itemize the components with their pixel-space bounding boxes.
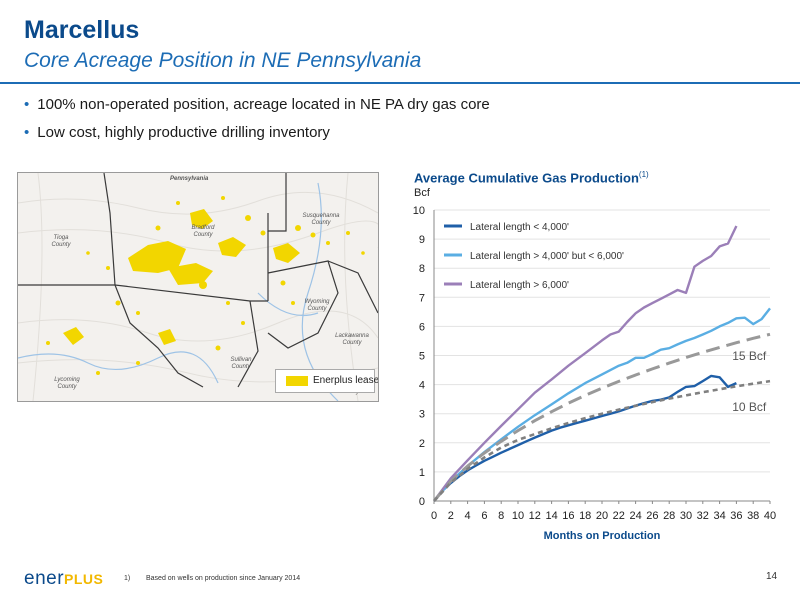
production-chart: 0 1 2 3 4 5 6 7 8 9 10 0 2 4 6 8 10 12 14 16 18 20 22 24 26 28 30 3…	[400, 196, 790, 546]
x-tick-label: 36	[730, 510, 742, 522]
chart-y-axis-label: Bcf	[414, 187, 430, 199]
x-tick-label: 14	[545, 510, 557, 522]
x-tick-label: 26	[646, 510, 658, 522]
chart-title-text: Average Cumulative Gas Production	[414, 170, 639, 186]
county-boundaries	[18, 173, 378, 388]
title-divider	[0, 82, 800, 84]
map-label-lackawanna: Lackawanna County	[335, 333, 369, 346]
y-tick-label: 9	[419, 234, 425, 246]
y-tick-label: 1	[419, 467, 425, 479]
y-tick-label: 4	[419, 380, 425, 392]
x-tick-label: 38	[747, 510, 759, 522]
map-label-bradford: Bradford County	[191, 225, 215, 238]
legend-label-1: Lateral length > 4,000' but < 6,000'	[470, 251, 624, 262]
bullet-text: Low cost, highly productive drilling inv…	[37, 124, 330, 141]
x-tick-label: 10	[512, 510, 524, 522]
x-tick-label: 20	[596, 510, 608, 522]
map-label-susquehanna: Susquehanna County	[302, 213, 340, 226]
series-line-3	[432, 332, 771, 502]
chart-title: Average Cumulative Gas Production(1)	[414, 170, 649, 185]
map-graphic	[18, 173, 378, 401]
y-tick-label: 5	[419, 351, 425, 363]
x-tick-label: 24	[629, 510, 641, 522]
slide-subtitle: Core Acreage Position in NE Pennsylvania	[24, 49, 422, 72]
x-tick-label: 40	[764, 510, 776, 522]
map-label-tioga: Tioga County	[51, 235, 71, 248]
x-tick-label: 34	[713, 510, 725, 522]
series-line-0	[433, 374, 737, 502]
map-label-wyoming: Wyoming County	[304, 299, 330, 312]
y-tick-label: 10	[413, 205, 425, 217]
x-tick-label: 8	[498, 510, 504, 522]
legend-label-0: Lateral length < 4,000'	[470, 222, 569, 233]
bullet-dot-icon: •	[24, 124, 30, 141]
x-tick-label: 12	[529, 510, 541, 522]
y-tick-label: 6	[419, 321, 425, 333]
x-tick-label: 32	[697, 510, 709, 522]
x-tick-label: 30	[680, 510, 692, 522]
enerplus-logo: enerPLUS	[24, 568, 103, 590]
acreage-map: Pennsylvania Tioga County Bradford Count…	[17, 172, 379, 402]
x-tick-label: 2	[448, 510, 454, 522]
map-label-pennsylvania: Pennsylvania	[170, 176, 209, 182]
slide-title: Marcellus	[24, 16, 140, 44]
bullet-text: 100% non-operated position, acreage loca…	[37, 96, 490, 113]
x-axis-title: Months on Production	[544, 530, 661, 542]
y-tick-label: 3	[419, 409, 425, 421]
logo-accent: PLUS	[64, 571, 104, 587]
bullet-item: • Low cost, highly productive drilling in…	[24, 124, 490, 141]
x-tick-label: 18	[579, 510, 591, 522]
x-tick-label: 6	[481, 510, 487, 522]
lease-patches	[46, 196, 365, 375]
series-line-4	[433, 379, 771, 502]
map-label-sullivan: Sullivan County	[230, 357, 252, 370]
legend-label-2: Lateral length > 6,000'	[470, 280, 569, 291]
map-label-lycoming: Lycoming County	[54, 377, 80, 390]
lease-swatch-icon	[286, 376, 308, 386]
x-tick-label: 16	[562, 510, 574, 522]
chart-title-note: (1)	[638, 170, 649, 179]
x-tick-label: 22	[613, 510, 625, 522]
footnote-number: 1)	[124, 575, 131, 582]
x-tick-label: 0	[431, 510, 437, 522]
map-legend: Enerplus leases	[275, 369, 378, 393]
y-tick-label: 0	[419, 496, 425, 508]
bullet-dot-icon: •	[24, 96, 30, 113]
map-legend-label: Enerplus leases	[313, 375, 379, 386]
x-tick-label: 4	[465, 510, 471, 522]
logo-main: ener	[24, 568, 65, 589]
bullet-item: • 100% non-operated position, acreage loc…	[24, 96, 490, 113]
annotation-label: 15 Bcf	[732, 349, 767, 363]
page-number: 14	[766, 571, 778, 582]
y-tick-label: 8	[419, 263, 425, 275]
bullet-list: • 100% non-operated position, acreage loc…	[24, 96, 490, 152]
footnote-text: Based on wells on production since Janua…	[146, 575, 301, 582]
series-line-1	[433, 307, 771, 502]
x-tick-label: 28	[663, 510, 675, 522]
y-tick-label: 2	[419, 438, 425, 450]
annotation-label: 10 Bcf	[732, 400, 767, 414]
y-tick-label: 7	[419, 292, 425, 304]
series-line-2	[433, 225, 738, 502]
terrain-lines	[18, 173, 378, 401]
